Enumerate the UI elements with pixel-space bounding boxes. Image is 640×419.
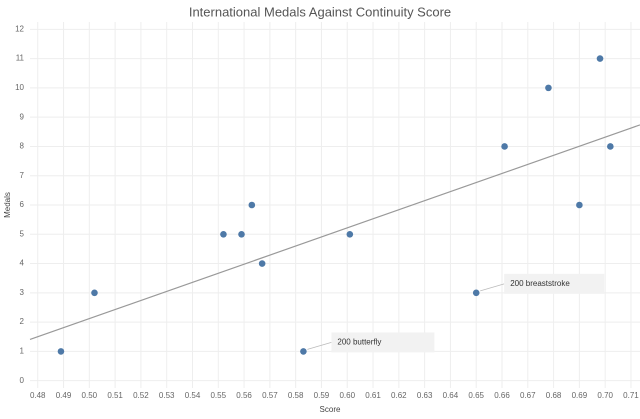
x-tick-label: 0.69 xyxy=(572,391,588,400)
x-tick-label: 0.54 xyxy=(185,391,201,400)
point xyxy=(472,289,480,297)
y-tick-label: 6 xyxy=(20,200,25,209)
point xyxy=(57,348,65,355)
x-tick-label: 0.64 xyxy=(443,391,459,400)
y-tick-label: 1 xyxy=(20,347,25,356)
annotation-box xyxy=(504,273,605,294)
x-tick-label: 0.65 xyxy=(468,391,484,400)
chart-title: International Medals Against Continuity … xyxy=(189,4,451,19)
x-tick-label: 0.49 xyxy=(56,391,72,400)
y-tick-label: 8 xyxy=(20,142,25,151)
x-tick-label: 0.63 xyxy=(417,391,433,400)
y-axis-label: Medals xyxy=(3,192,12,218)
x-tick-label: 0.52 xyxy=(133,391,149,400)
x-tick-label: 0.60 xyxy=(339,391,355,400)
x-tick-label: 0.51 xyxy=(107,391,123,400)
x-tick-label: 0.48 xyxy=(30,391,46,400)
x-tick-label: 0.62 xyxy=(391,391,407,400)
x-tick-label: 0.61 xyxy=(365,391,381,400)
x-tick-label: 0.71 xyxy=(623,391,639,400)
y-tick-label: 5 xyxy=(20,229,25,238)
annotation-box xyxy=(331,332,435,353)
y-tick-label: 12 xyxy=(15,24,24,33)
point xyxy=(248,201,256,209)
x-tick-label: 0.59 xyxy=(314,391,330,400)
x-tick-label: 0.50 xyxy=(82,391,98,400)
point xyxy=(607,143,614,150)
point xyxy=(501,143,508,150)
point xyxy=(545,84,552,92)
x-tick-label: 0.58 xyxy=(288,391,304,400)
x-axis-label: Score xyxy=(320,405,341,414)
y-tick-label: 4 xyxy=(20,259,25,268)
x-tick-label: 0.68 xyxy=(546,391,562,400)
y-tick-label: 0 xyxy=(20,376,25,385)
point xyxy=(238,230,245,238)
y-tick-label: 2 xyxy=(20,317,25,326)
y-tick-label: 9 xyxy=(20,112,25,121)
x-tick-label: 0.67 xyxy=(520,391,536,400)
point xyxy=(346,230,354,238)
annotation: 200 butterfly xyxy=(337,338,381,347)
x-tick-label: 0.70 xyxy=(597,391,613,400)
point xyxy=(220,230,227,238)
point xyxy=(596,55,604,62)
x-tick-label: 0.53 xyxy=(159,391,175,400)
annotation-leader xyxy=(480,283,505,292)
point xyxy=(91,289,98,297)
y-tick-label: 11 xyxy=(16,54,25,63)
y-tick-label: 10 xyxy=(15,83,24,92)
annotation: 200 breaststroke xyxy=(510,279,570,288)
x-tick-label: 0.66 xyxy=(494,391,510,400)
x-tick-label: 0.56 xyxy=(236,391,252,400)
annotation-leader xyxy=(307,342,332,350)
y-tick-label: 7 xyxy=(20,171,25,180)
point xyxy=(576,201,583,209)
trend-line xyxy=(29,124,640,341)
point xyxy=(300,348,307,355)
y-tick-label: 3 xyxy=(20,288,25,297)
x-tick-label: 0.55 xyxy=(210,391,226,400)
point xyxy=(258,260,266,267)
x-tick-label: 0.57 xyxy=(262,391,278,400)
